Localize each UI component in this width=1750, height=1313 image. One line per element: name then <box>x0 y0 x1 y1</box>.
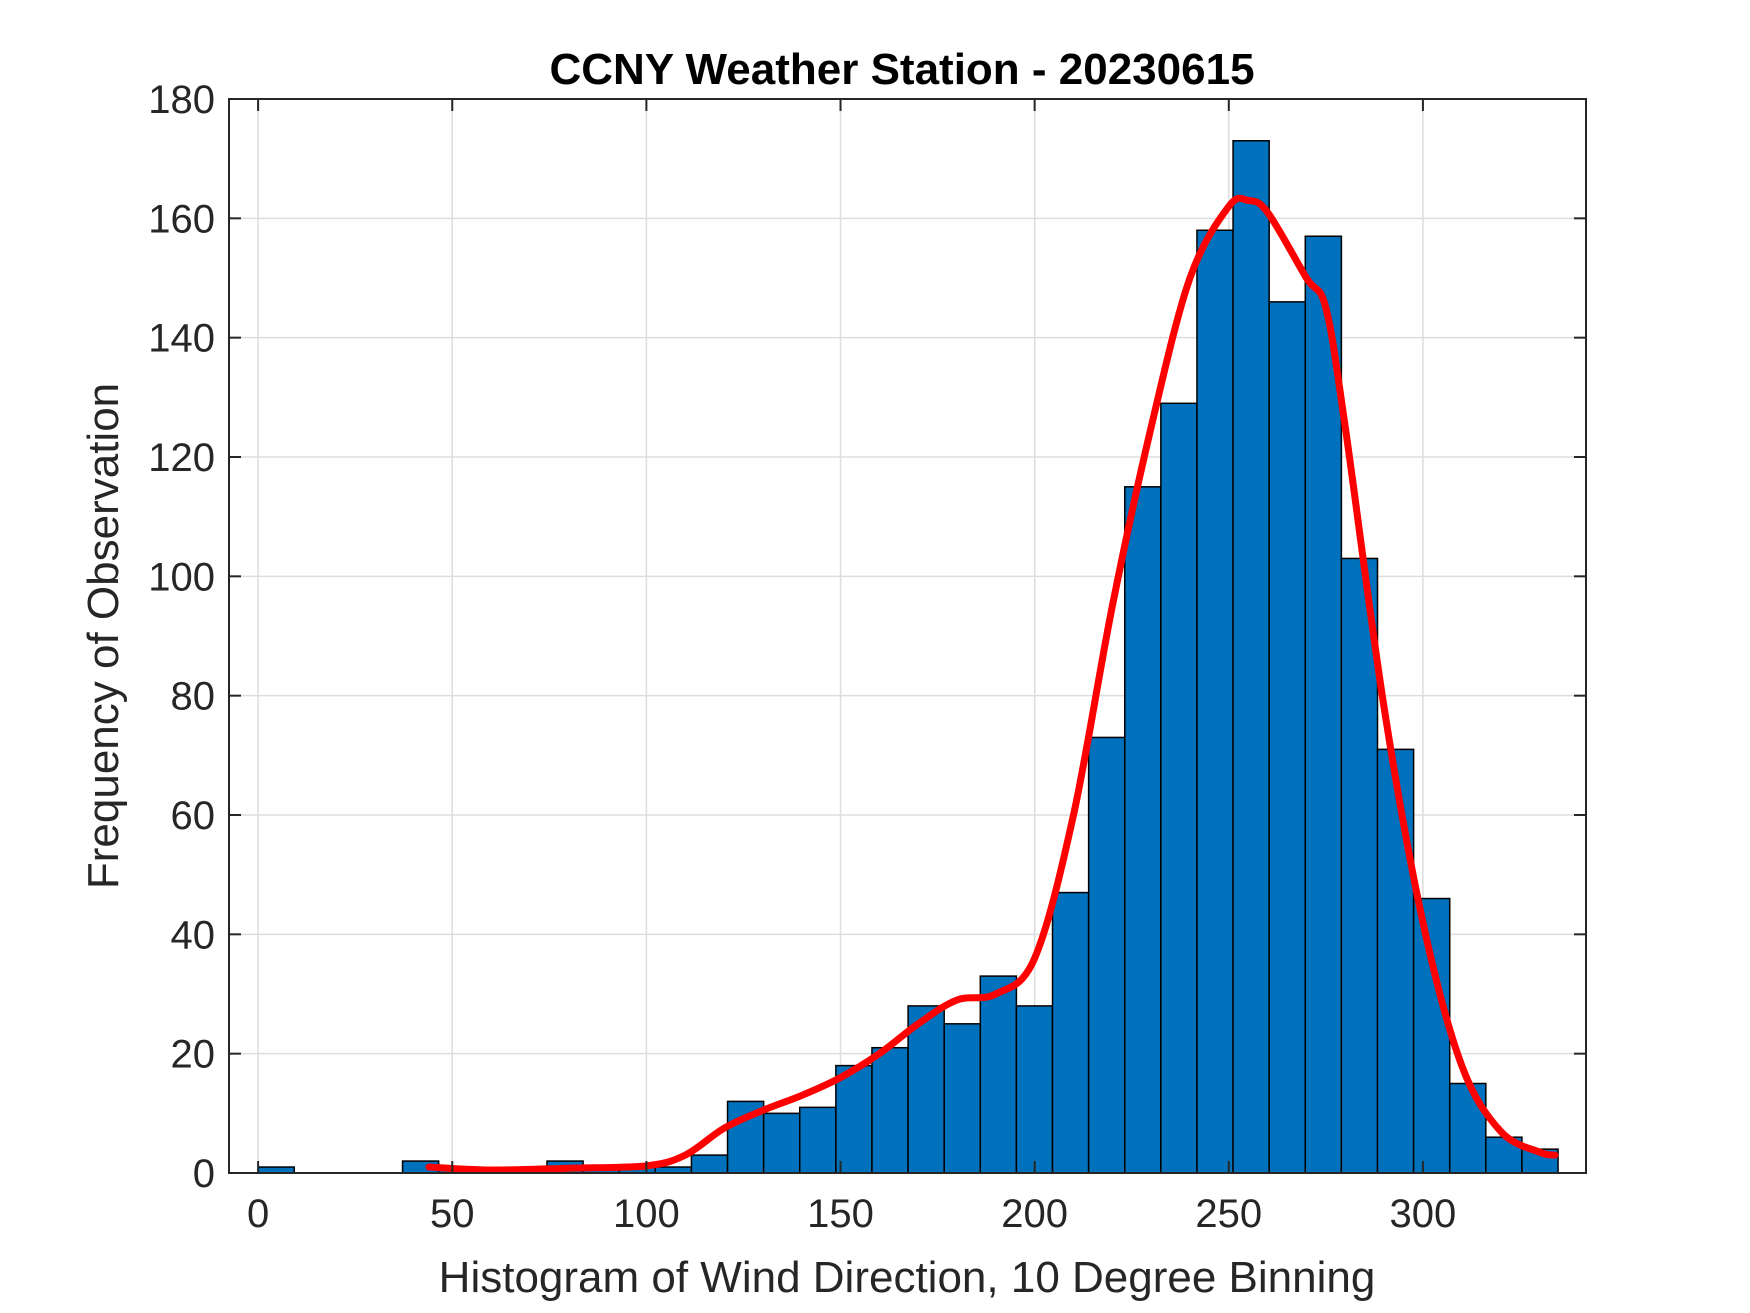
x-tick-label: 250 <box>1195 1192 1262 1236</box>
histogram-bar <box>1232 140 1270 1174</box>
histogram-bar <box>799 1106 837 1174</box>
histogram-bar <box>1340 557 1379 1174</box>
x-tick-label: 200 <box>1001 1192 1068 1236</box>
histogram-bar <box>943 1023 982 1174</box>
y-tick-label: 100 <box>148 555 215 599</box>
x-tick-label: 50 <box>430 1192 475 1236</box>
y-tick-label: 80 <box>171 675 216 719</box>
y-tick-label: 0 <box>193 1152 215 1196</box>
histogram-bar <box>762 1112 801 1174</box>
y-tick-label: 140 <box>148 317 215 361</box>
histogram-bar <box>835 1064 873 1174</box>
y-tick-label: 40 <box>171 913 216 957</box>
density-curve <box>425 194 1559 1174</box>
histogram-bar <box>871 1046 909 1174</box>
y-axis-label: Frequency of Observation <box>79 383 128 889</box>
axis-ticks: 0 50 100 150 200 250 300 0 20 40 60 80 100 120 140 160 1… <box>148 78 1586 1236</box>
histogram-bar <box>1087 736 1126 1174</box>
density-curve-layer <box>425 194 1559 1174</box>
y-tick-label: 20 <box>171 1033 216 1077</box>
y-tick-label: 120 <box>148 436 215 480</box>
y-tick-label: 160 <box>148 197 215 241</box>
x-tick-label: 150 <box>807 1192 874 1236</box>
y-tick-label: 60 <box>171 794 216 838</box>
histogram-bar <box>1196 229 1234 1174</box>
histogram-bar <box>1268 301 1307 1174</box>
chart-title: CCNY Weather Station - 20230615 <box>549 45 1254 94</box>
histogram-bars <box>257 140 1559 1174</box>
x-tick-label: 300 <box>1390 1192 1457 1236</box>
histogram-bar <box>1015 1005 1054 1174</box>
x-axis-label: Histogram of Wind Direction, 10 Degree B… <box>439 1253 1376 1302</box>
histogram-bar <box>1160 402 1198 1174</box>
histogram-bar <box>1376 748 1415 1174</box>
histogram-bar <box>1412 897 1451 1174</box>
histogram-bar <box>979 975 1018 1174</box>
histogram-bar <box>690 1154 729 1174</box>
plot-frame <box>228 98 1587 1174</box>
y-tick-label: 180 <box>148 78 215 122</box>
histogram-bar <box>1051 891 1090 1174</box>
histogram-bar <box>1123 486 1162 1174</box>
x-tick-label: 100 <box>613 1192 680 1236</box>
histogram-bar <box>1448 1082 1487 1174</box>
x-tick-label: 0 <box>247 1192 269 1236</box>
